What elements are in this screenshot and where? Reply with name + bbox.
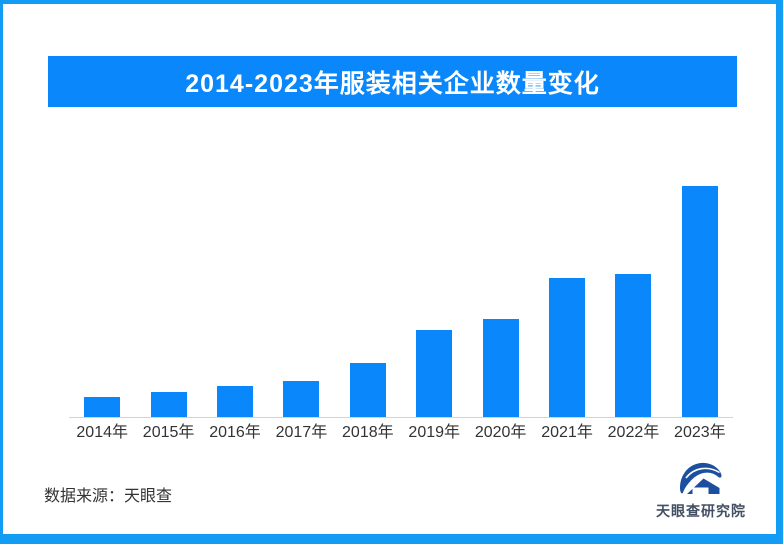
data-source-note: 数据来源：天眼查 [44, 488, 173, 505]
bar-2016年 [217, 386, 254, 417]
bar-2014年 [84, 397, 121, 417]
x-axis-label: 2022年 [607, 424, 660, 441]
bar-column [202, 150, 268, 417]
bar-2017年 [283, 381, 320, 417]
x-axis-label: 2014年 [76, 424, 128, 441]
bar-2019年 [416, 330, 453, 417]
x-axis-label: 2015年 [142, 424, 195, 441]
bar-column [335, 150, 401, 417]
bar-chart [69, 150, 733, 418]
bar-column [268, 150, 334, 417]
x-axis-label: 2021年 [541, 424, 593, 441]
bar-column [534, 150, 600, 417]
chart-title: 2014-2023年服装相关企业数量变化 [185, 69, 600, 98]
bar-2023年 [681, 186, 718, 417]
tianyancha-logo: 天眼查研究院 [651, 459, 751, 521]
x-axis-label: 2019年 [408, 424, 461, 441]
tianyancha-logo-text: 天眼查研究院 [656, 503, 746, 519]
x-axis-label: 2020年 [474, 424, 527, 441]
bar-column [135, 150, 201, 417]
x-axis-label: 2023年 [674, 424, 726, 441]
bar-column [667, 150, 733, 417]
x-axis-label: 2016年 [209, 424, 261, 441]
tianyancha-eye-icon [680, 462, 722, 494]
bar-2021年 [549, 278, 586, 417]
bar-column [467, 150, 533, 417]
bar-column [69, 150, 135, 417]
bar-2022年 [615, 274, 652, 417]
bar-column [401, 150, 467, 417]
x-axis-labels: 2014年 2015年 2016年 2017年 2018年 2019年 2020年 2021年… [69, 422, 733, 444]
x-axis-label: 2018年 [342, 424, 394, 441]
bar-2018年 [349, 363, 386, 417]
bar-column [600, 150, 666, 417]
bar-2015年 [150, 392, 187, 417]
chart-title-banner: 2014-2023年服装相关企业数量变化 [48, 56, 737, 107]
bar-2020年 [482, 319, 519, 417]
x-axis-label: 2017年 [275, 424, 328, 441]
